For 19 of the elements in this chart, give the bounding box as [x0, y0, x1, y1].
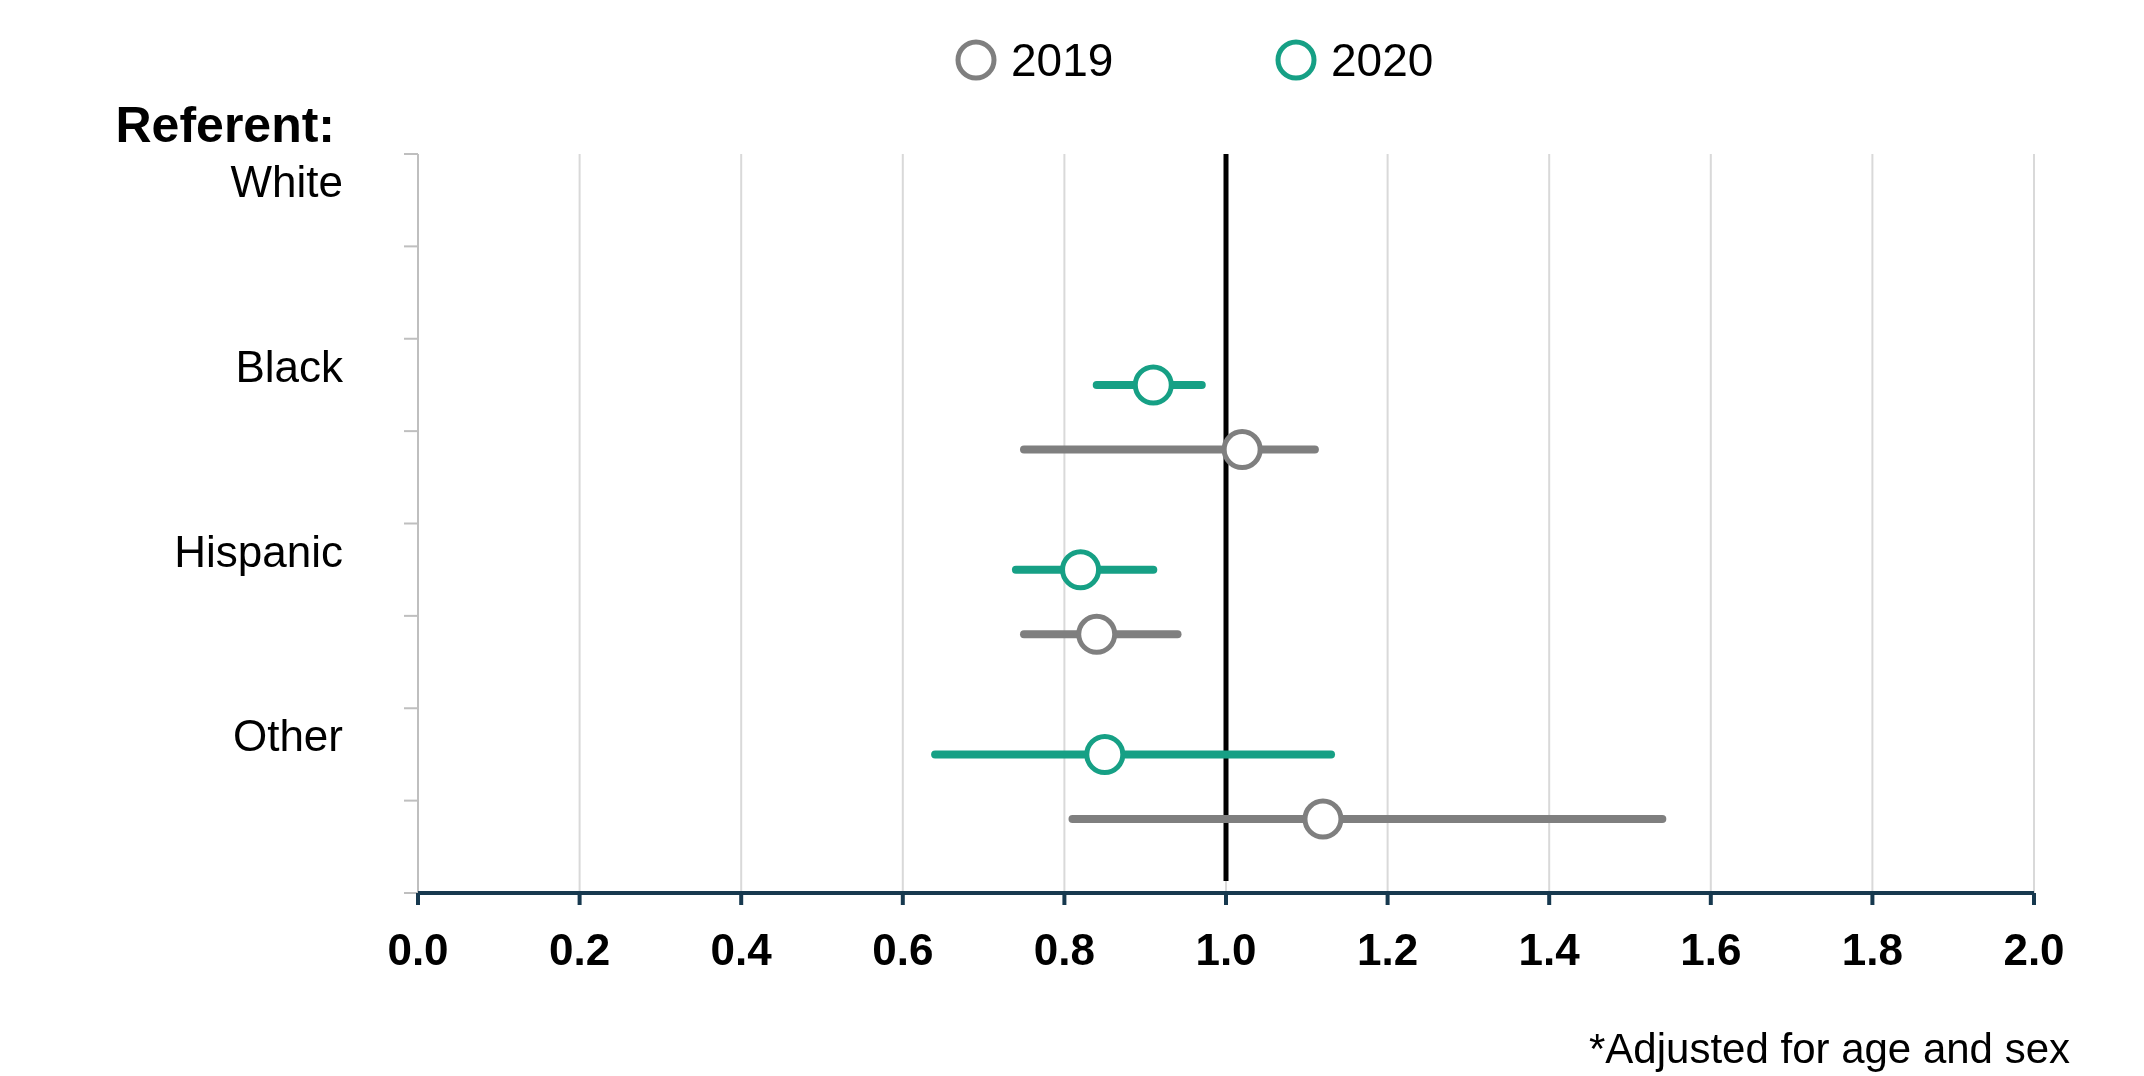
text: Referent: — [115, 97, 335, 153]
legend-label: 2019 — [1011, 34, 1114, 87]
y-tick-label: Black — [235, 341, 344, 391]
x-tick-label: 1.0 — [1195, 925, 1257, 974]
y-tick-label: Other — [232, 711, 343, 761]
x-tick-label: 0.8 — [1033, 925, 1095, 974]
y-tick-label: White — [230, 157, 343, 207]
x-tick-label: 0.2 — [549, 925, 611, 974]
y-tick-label: Hispanic — [174, 526, 343, 576]
x-tick-label: 2.0 — [2003, 925, 2065, 974]
x-tick-label: 1.4 — [1518, 925, 1581, 974]
text: *Adjusted for age and sex — [1589, 1025, 2070, 1072]
x-tick-label: 1.2 — [1357, 925, 1419, 974]
x-tick-label: 1.6 — [1680, 925, 1742, 974]
x-tick-label: 0.6 — [872, 925, 934, 974]
x-tick-label: 0.4 — [710, 925, 773, 974]
x-tick-label: 0.0 — [387, 925, 449, 974]
x-tick-label: 1.8 — [1841, 925, 1903, 974]
legend-label: 2020 — [1331, 34, 1434, 87]
